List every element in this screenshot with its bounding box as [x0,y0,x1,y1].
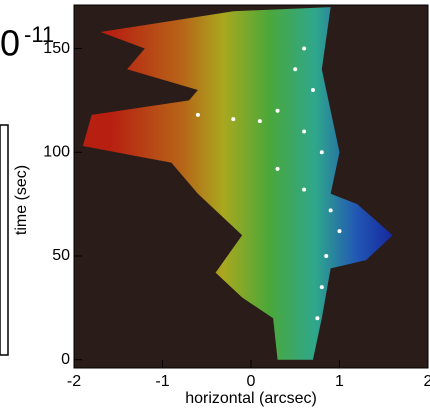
corner-label: 0 [0,23,20,64]
trace-point [324,253,329,258]
y-tick-label: 150 [43,40,70,57]
trace-point [257,119,262,124]
trace-point [275,166,280,171]
y-tick-label: 0 [61,351,70,368]
x-tick-label: -1 [155,373,169,390]
trace-point [275,108,280,113]
trace-point [310,88,315,93]
trace-point [319,150,324,155]
trace-point [231,117,236,122]
corner-label-exponent: -11 [24,22,54,47]
emission-region [82,7,393,360]
colorbar-frame [0,124,9,356]
trace-point [293,67,298,72]
y-tick-label: 50 [52,247,70,264]
x-tick-label: -2 [67,373,81,390]
y-axis-label: time (sec) [13,165,30,235]
trace-point [328,208,333,213]
trace-point [319,285,324,290]
y-tick-label: 100 [43,143,70,160]
trace-point [302,46,307,51]
trace-point [315,316,320,321]
x-tick-label: 1 [335,373,344,390]
trace-point [302,187,307,192]
trace-point [195,112,200,117]
trace-point [337,229,342,234]
x-axis-label: horizontal (arcsec) [185,390,317,407]
trace-point [302,129,307,134]
x-tick-label: 0 [247,373,256,390]
x-tick-label: 2 [424,373,430,390]
